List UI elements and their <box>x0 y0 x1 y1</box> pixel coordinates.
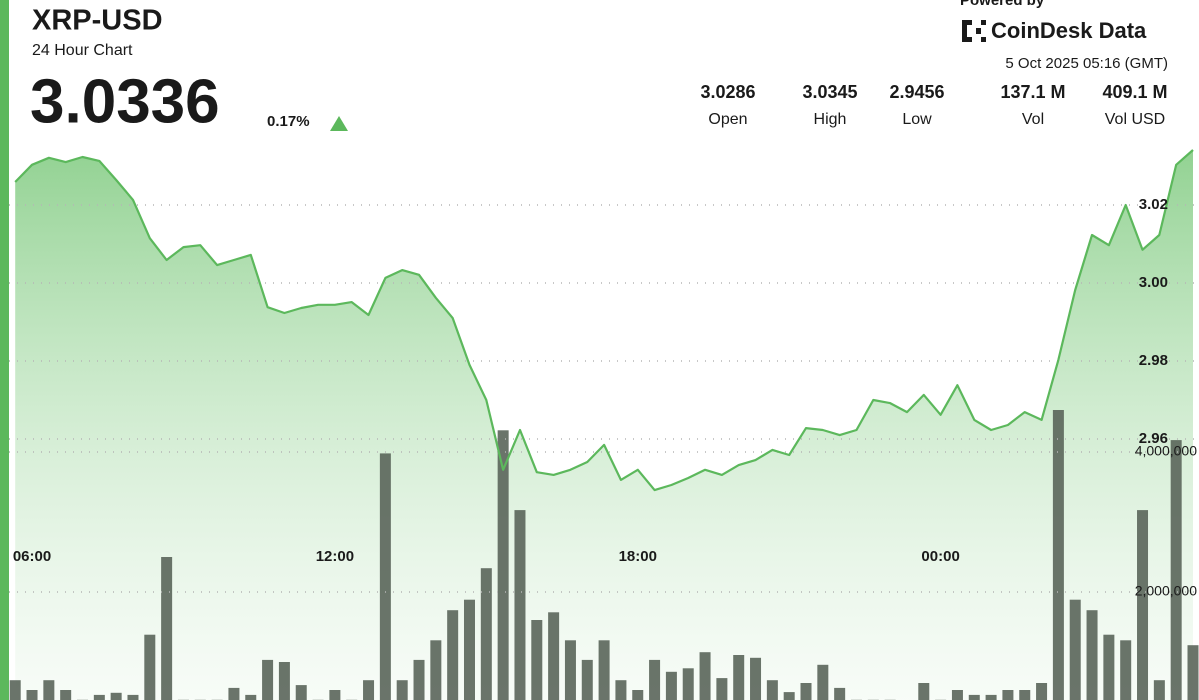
volume-bar <box>110 692 122 700</box>
volume-bar <box>665 671 677 700</box>
volume-bar <box>1170 440 1182 700</box>
volume-bar <box>733 655 745 700</box>
title: XRP-USD <box>32 5 163 37</box>
volume-bar <box>783 692 795 700</box>
volume-bar <box>548 612 560 700</box>
volume-bar <box>766 680 778 700</box>
volume-bar <box>834 687 846 700</box>
volume-bar <box>1069 599 1081 700</box>
plot: 06:00 12:00 18:00 00:00 2.96 2.98 3.00 3.02 2,00… <box>9 149 1199 700</box>
stat-label: Vol <box>1022 111 1044 128</box>
y-tick-label: 3.02 <box>1139 196 1168 213</box>
volume-bar <box>918 683 930 700</box>
volume-bar <box>480 568 492 700</box>
subtitle: 24 Hour Chart <box>32 42 133 59</box>
stat-value: 3.0286 <box>700 82 755 102</box>
price: 3.0336 <box>30 67 220 136</box>
volume-bar <box>497 430 509 700</box>
volume-bar <box>682 668 694 700</box>
volume-bar <box>615 680 627 700</box>
volume-bar <box>632 690 644 700</box>
volume-bar <box>514 510 526 700</box>
brand: CoinDesk Data <box>991 18 1147 43</box>
volume-bar <box>463 599 475 700</box>
volume-bar <box>581 659 593 700</box>
volume-bar <box>598 640 610 700</box>
x-tick-label: 12:00 <box>316 548 354 565</box>
left-accent <box>0 0 9 700</box>
volume-bar <box>161 557 173 700</box>
area-fill <box>15 150 1194 700</box>
stat-label: Open <box>708 111 747 128</box>
volume-bar <box>1019 690 1031 700</box>
volume-bar <box>951 690 963 700</box>
volume-bar <box>430 640 442 700</box>
y2-tick-label: 4,000,000 <box>1135 443 1197 459</box>
volume-bar <box>245 694 257 700</box>
volume-bar <box>968 694 980 700</box>
volume-bar <box>413 659 425 700</box>
volume-bar <box>60 690 72 700</box>
volume-bar <box>379 453 391 700</box>
volume-bar <box>1036 683 1048 700</box>
x-tick-label: 18:00 <box>619 548 657 565</box>
volume-bar <box>1137 510 1149 700</box>
volume-bar <box>1002 690 1014 700</box>
volume-bar <box>817 664 829 700</box>
volume-bar <box>127 694 139 700</box>
stat-label: Low <box>902 111 932 128</box>
price-line <box>14 149 1194 492</box>
volume-bar <box>396 680 408 700</box>
volume-bar <box>144 634 156 700</box>
y-tick-label: 2.96 <box>1139 430 1168 447</box>
volume-bar <box>447 610 459 700</box>
volume-bar <box>43 680 55 700</box>
volume-bar <box>1187 645 1199 700</box>
volume-bar <box>985 694 997 700</box>
powered-by: Powered by <box>960 0 1045 9</box>
volume-bar <box>1103 634 1115 700</box>
stat-value: 3.0345 <box>802 82 857 102</box>
x-tick-label: 00:00 <box>921 548 959 565</box>
volume-bar <box>800 683 812 700</box>
volume-bar <box>564 640 576 700</box>
volume-bar <box>750 657 762 700</box>
stats: 3.0286 Open 3.0345 High 2.9456 Low 137.1 M Vol 4… <box>700 82 1167 128</box>
timestamp: 5 Oct 2025 05:16 (GMT) <box>1005 55 1168 72</box>
volume-bar <box>228 687 240 700</box>
y-tick-label: 3.00 <box>1139 274 1168 291</box>
volume-bar <box>262 659 274 700</box>
volume-bar <box>278 662 290 700</box>
stat-value: 409.1 M <box>1102 82 1167 102</box>
volume-bar <box>9 680 21 700</box>
volume-bar <box>93 694 105 700</box>
volume-bar <box>1153 680 1165 700</box>
volume-bar <box>26 690 38 700</box>
volume-bar <box>1120 640 1132 700</box>
y-tick-label: 2.98 <box>1139 352 1168 369</box>
volume-bar <box>363 680 375 700</box>
change: 0.17% <box>267 113 310 130</box>
x-tick-label: 06:00 <box>13 548 51 565</box>
y2-tick-label: 2,000,000 <box>1135 583 1197 599</box>
up-arrow <box>330 116 348 131</box>
volume-bar <box>329 690 341 700</box>
stat-value: 2.9456 <box>889 82 944 102</box>
stat-label: Vol USD <box>1105 111 1165 128</box>
stat-value: 137.1 M <box>1000 82 1065 102</box>
volume-bar <box>1052 410 1064 700</box>
volume-bar <box>531 620 543 700</box>
volume-bar <box>716 678 728 700</box>
volume-bar <box>699 652 711 700</box>
stat-label: High <box>814 111 847 128</box>
volume-bar <box>649 659 661 700</box>
volume-bar <box>295 685 307 700</box>
brand-icon <box>962 20 986 42</box>
volume-bar <box>1086 610 1098 700</box>
